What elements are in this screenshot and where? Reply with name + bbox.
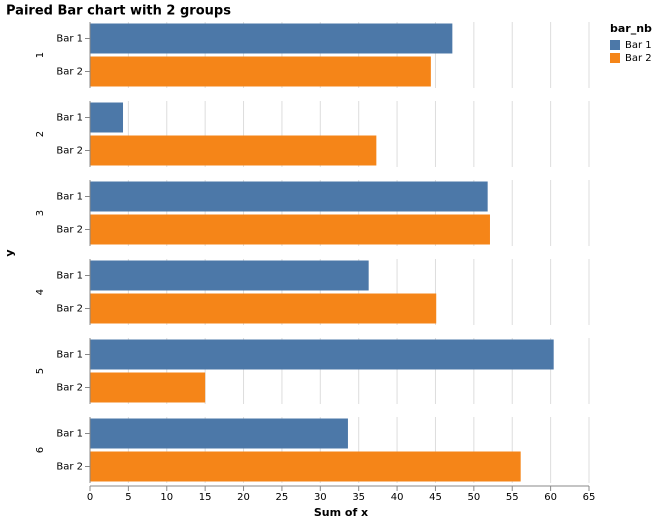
x-tick-label: 45 bbox=[429, 492, 442, 503]
x-tick-label: 35 bbox=[352, 492, 365, 503]
x-tick-label: 5 bbox=[125, 492, 131, 503]
y-tick-label: Bar 1 bbox=[56, 271, 83, 282]
y-tick-label: Bar 2 bbox=[56, 146, 83, 157]
facet-label: 6 bbox=[35, 447, 46, 453]
legend-label: Bar 1 bbox=[625, 40, 652, 51]
x-axis-title: Sum of x bbox=[314, 506, 368, 519]
legend-swatch bbox=[610, 53, 620, 63]
x-tick-label: 30 bbox=[314, 492, 327, 503]
legend-swatch bbox=[610, 40, 620, 50]
legend-label: Bar 2 bbox=[625, 53, 652, 64]
x-tick-label: 60 bbox=[544, 492, 557, 503]
x-tick-label: 0 bbox=[87, 492, 93, 503]
bar bbox=[90, 102, 124, 133]
y-tick-label: Bar 2 bbox=[56, 304, 83, 315]
bar bbox=[90, 135, 377, 166]
y-tick-label: Bar 2 bbox=[56, 383, 83, 394]
x-tick-label: 55 bbox=[506, 492, 519, 503]
bar bbox=[90, 293, 437, 324]
bar bbox=[90, 451, 521, 482]
bar bbox=[90, 214, 490, 245]
bar bbox=[90, 181, 488, 212]
legend-title: bar_nb bbox=[610, 22, 652, 35]
bar bbox=[90, 339, 554, 370]
y-tick-label: Bar 2 bbox=[56, 225, 83, 236]
y-tick-label: Bar 2 bbox=[56, 462, 83, 473]
facet-label: 3 bbox=[35, 210, 46, 216]
facet-label: 5 bbox=[35, 368, 46, 374]
bar bbox=[90, 56, 431, 87]
x-tick-label: 65 bbox=[583, 492, 596, 503]
facet-label: 1 bbox=[35, 52, 46, 58]
bar bbox=[90, 372, 206, 403]
y-tick-label: Bar 1 bbox=[56, 113, 83, 124]
y-axis-title: y bbox=[3, 249, 16, 256]
y-tick-label: Bar 1 bbox=[56, 192, 83, 203]
y-tick-label: Bar 2 bbox=[56, 67, 83, 78]
y-tick-label: Bar 1 bbox=[56, 429, 83, 440]
facet-label: 4 bbox=[35, 289, 46, 295]
x-tick-label: 20 bbox=[237, 492, 250, 503]
x-tick-label: 10 bbox=[160, 492, 173, 503]
bar bbox=[90, 260, 369, 291]
x-tick-label: 15 bbox=[199, 492, 212, 503]
x-tick-label: 40 bbox=[391, 492, 404, 503]
facet-label: 2 bbox=[35, 131, 46, 137]
y-tick-label: Bar 1 bbox=[56, 350, 83, 361]
y-tick-label: Bar 1 bbox=[56, 34, 83, 45]
bar bbox=[90, 418, 348, 449]
x-tick-label: 25 bbox=[276, 492, 289, 503]
chart-title: Paired Bar chart with 2 groups bbox=[6, 4, 231, 19]
bar bbox=[90, 23, 453, 54]
x-tick-label: 50 bbox=[467, 492, 480, 503]
